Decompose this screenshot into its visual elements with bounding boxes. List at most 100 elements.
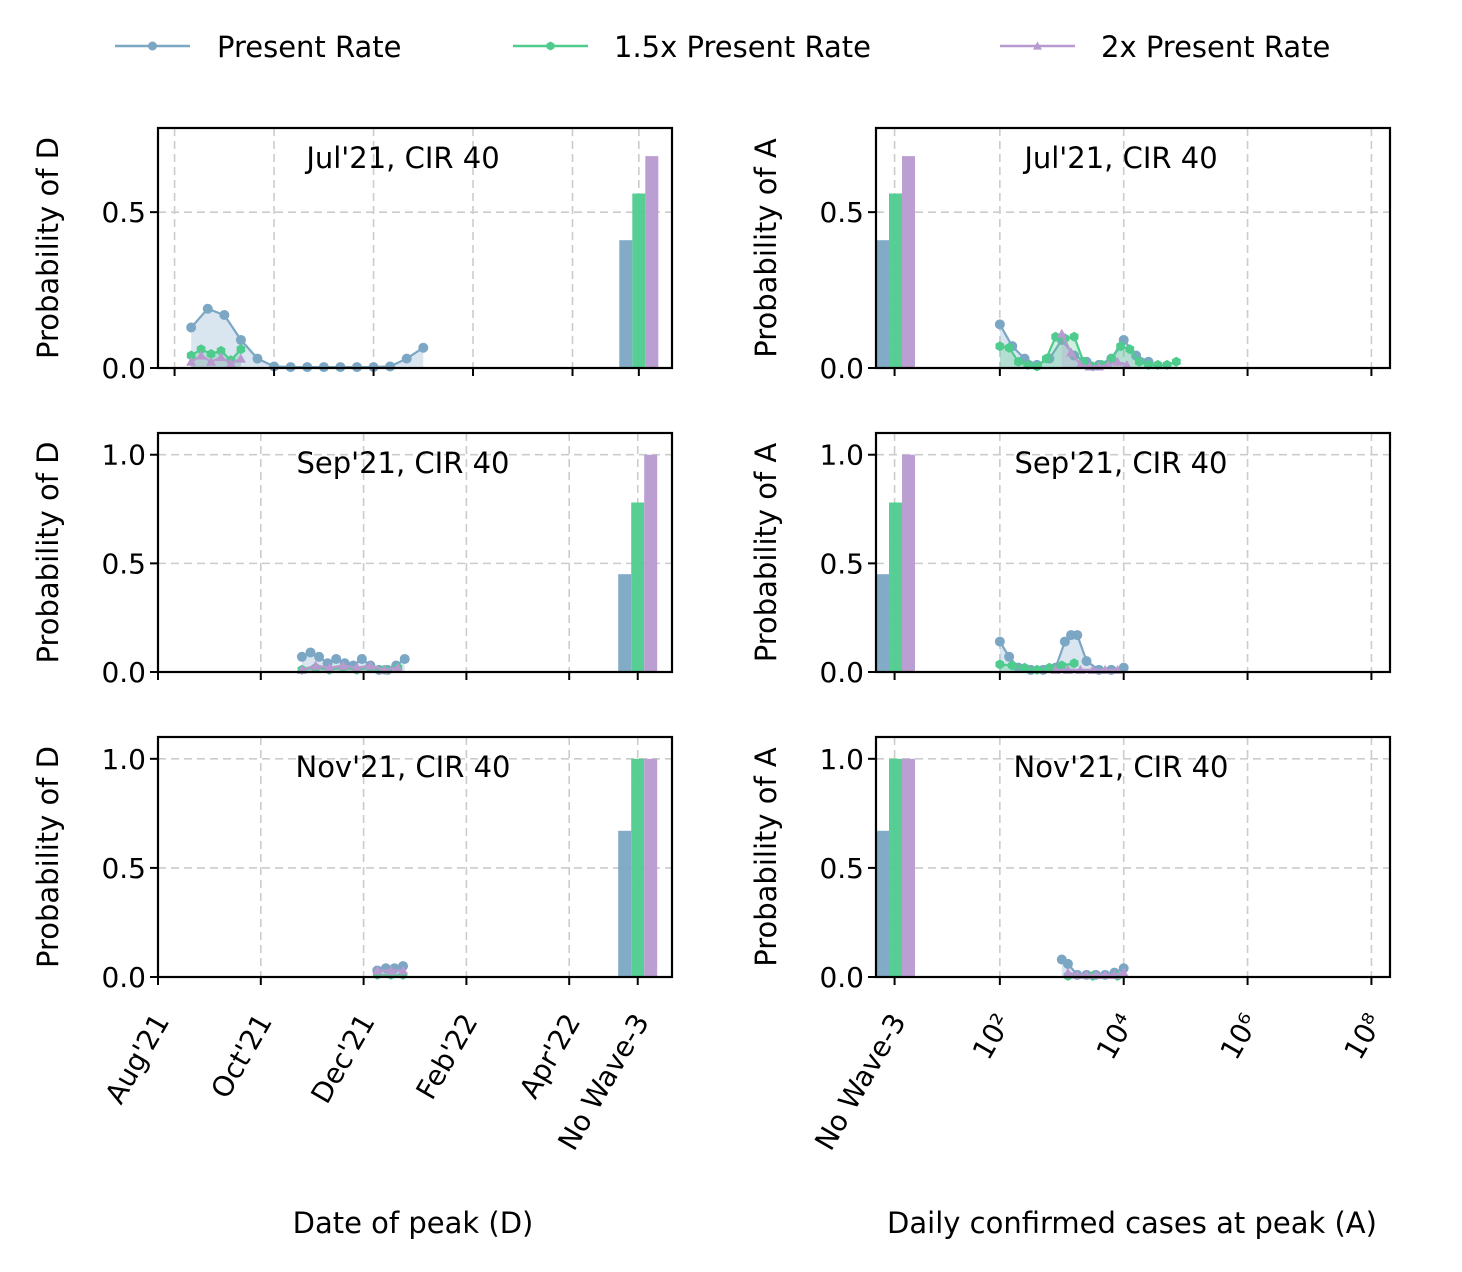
data-point bbox=[1007, 660, 1017, 671]
data-point bbox=[1004, 342, 1014, 353]
data-point bbox=[1062, 958, 1073, 969]
no-wave-bar bbox=[902, 758, 915, 977]
y-tick-label: 0.5 bbox=[819, 852, 864, 885]
data-point bbox=[216, 345, 226, 356]
panel-6: 0.0 0.5 1.0 No Wave-3 10² 10⁴ 10⁶ 10⁸ Probabilit… bbox=[749, 735, 1392, 1156]
data-point bbox=[1075, 359, 1086, 369]
data-point bbox=[310, 660, 321, 670]
no-wave-bar bbox=[902, 156, 915, 368]
x-axis-label-left: Date of peak (D) bbox=[293, 1206, 534, 1240]
data-point bbox=[196, 344, 206, 355]
data-point bbox=[994, 636, 1005, 647]
no-wave-bar bbox=[631, 502, 645, 672]
x-tick-label: Oct'21 bbox=[204, 1008, 278, 1104]
y-axis-label: Probability of D bbox=[31, 746, 65, 968]
data-point bbox=[196, 350, 207, 360]
data-point bbox=[305, 647, 316, 658]
legend-label: 1.5x Present Rate bbox=[614, 30, 871, 64]
data-point bbox=[994, 319, 1005, 330]
legend-label: Present Rate bbox=[217, 30, 402, 64]
data-point bbox=[1004, 651, 1015, 662]
data-point bbox=[1069, 331, 1079, 342]
data-point bbox=[1066, 347, 1077, 357]
data-point bbox=[351, 662, 362, 672]
y-tick-label: 1.0 bbox=[819, 743, 864, 776]
data-point bbox=[1062, 967, 1073, 977]
data-point bbox=[225, 358, 236, 368]
x-tick-label: Dec'21 bbox=[304, 1008, 381, 1109]
data-point bbox=[252, 353, 263, 364]
y-tick-label: 0.0 bbox=[819, 656, 864, 689]
y-tick-label: 1.0 bbox=[101, 439, 146, 472]
data-point bbox=[338, 660, 349, 670]
data-point bbox=[372, 965, 383, 975]
no-wave-bar bbox=[645, 156, 659, 368]
panel-1: 0.0 0.5 Probability of D Jul'21, CIR 40 bbox=[31, 126, 674, 385]
axes-frame bbox=[156, 126, 674, 370]
data-point bbox=[1112, 356, 1123, 366]
legend-marker bbox=[546, 41, 555, 51]
no-wave-bar bbox=[876, 240, 889, 368]
no-wave-bar bbox=[631, 758, 645, 977]
legend-marker bbox=[148, 41, 157, 51]
y-tick-label: 0.5 bbox=[101, 196, 146, 229]
data-point bbox=[399, 653, 410, 664]
data-point bbox=[331, 653, 342, 664]
y-tick-label: 0.5 bbox=[819, 547, 864, 580]
data-point bbox=[1116, 341, 1125, 352]
y-tick-label: 0.0 bbox=[101, 961, 146, 994]
data-point bbox=[186, 350, 196, 361]
data-point bbox=[365, 660, 376, 670]
x-tick-label: No Wave-3 bbox=[808, 1008, 912, 1156]
series-area bbox=[191, 308, 424, 368]
data-point bbox=[206, 349, 216, 359]
axes-frame bbox=[874, 126, 1392, 370]
data-point bbox=[1072, 630, 1083, 641]
x-tick-label: 10⁶ bbox=[1214, 1008, 1266, 1065]
data-point bbox=[1059, 636, 1070, 647]
y-tick-label: 0.0 bbox=[819, 961, 864, 994]
data-point bbox=[1014, 356, 1023, 367]
no-wave-bar bbox=[644, 758, 658, 977]
data-point bbox=[1020, 662, 1029, 673]
y-tick-label: 1.0 bbox=[819, 439, 864, 472]
panel-2: 0.0 0.5 Probability of A Jul'21, CIR 40 bbox=[749, 126, 1392, 385]
data-point bbox=[235, 353, 246, 363]
data-point bbox=[235, 334, 246, 345]
y-axis-label: Probability of A bbox=[749, 443, 783, 663]
data-point bbox=[1051, 331, 1060, 342]
axes-frame bbox=[156, 431, 674, 674]
panel-title: Nov'21, CIR 40 bbox=[1014, 750, 1229, 784]
data-point bbox=[356, 653, 367, 664]
data-point bbox=[1172, 356, 1181, 367]
no-wave-bar bbox=[889, 193, 902, 368]
data-point bbox=[216, 352, 227, 362]
x-tick-label: Aug'21 bbox=[98, 1008, 176, 1109]
data-point bbox=[202, 303, 213, 314]
x-tick-label: 10⁴ bbox=[1090, 1008, 1142, 1065]
no-wave-bar bbox=[889, 758, 902, 977]
data-point bbox=[1081, 656, 1092, 667]
data-point bbox=[1069, 658, 1079, 669]
no-wave-bar bbox=[876, 574, 889, 672]
legend: Present Rate 1.5x Present Rate 2x Present … bbox=[115, 30, 1330, 64]
panel-title: Jul'21, CIR 40 bbox=[304, 141, 499, 175]
y-axis-label: Probability of D bbox=[31, 137, 65, 359]
data-point bbox=[1121, 359, 1132, 369]
y-axis-label: Probability of D bbox=[31, 441, 65, 663]
data-point bbox=[401, 353, 412, 364]
data-point bbox=[1042, 353, 1051, 364]
legend-label: 2x Present Rate bbox=[1101, 30, 1330, 64]
data-point bbox=[995, 341, 1005, 352]
data-point bbox=[314, 651, 325, 662]
y-axis-label: Probability of A bbox=[749, 747, 783, 967]
y-tick-label: 0.5 bbox=[101, 547, 146, 580]
data-point bbox=[296, 651, 307, 662]
x-axis-label-right: Daily confirmed cases at peak (A) bbox=[887, 1206, 1377, 1240]
panel-title: Sep'21, CIR 40 bbox=[296, 446, 509, 480]
y-tick-label: 0.5 bbox=[101, 852, 146, 885]
series-area bbox=[999, 336, 1177, 368]
panel-title: Jul'21, CIR 40 bbox=[1022, 141, 1217, 175]
data-point bbox=[995, 659, 1005, 670]
